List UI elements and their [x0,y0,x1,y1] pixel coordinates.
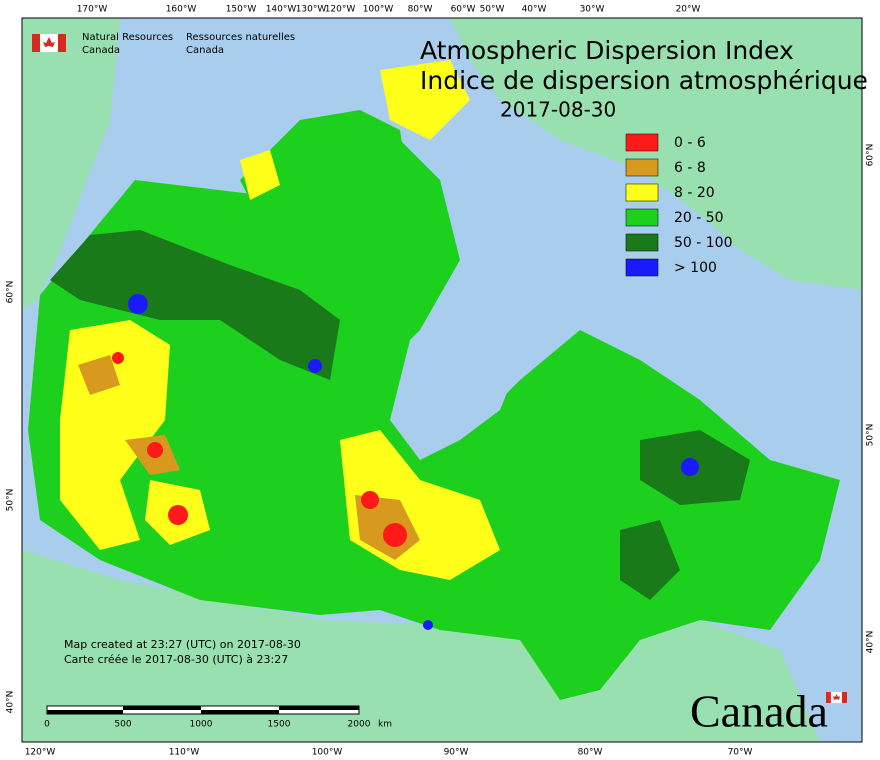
map-frame [21,17,863,743]
legend-label: 8 - 20 [674,185,715,201]
longitude-label: 80°W [578,748,603,758]
zone-0-6 [112,352,124,364]
longitude-label: 60°W [451,5,476,15]
zone-0-6 [147,442,163,458]
legend-swatch [625,233,659,252]
arctic-islands [240,110,410,250]
longitude-label: 80°W [408,5,433,15]
note: Carte créée le 2017-08-30 (UTC) à 23:27 [64,653,288,666]
longitude-label: 100°W [363,5,394,15]
longitude-label: 100°W [312,748,343,758]
longitude-label: 90°W [444,748,469,758]
legend-label: 6 - 8 [674,160,706,176]
org-fr: Canada [186,45,224,56]
zone-50-100 [50,230,340,380]
longitude-label: 110°W [169,748,200,758]
org-en: Canada [82,45,120,56]
legend-label: 0 - 6 [674,135,706,151]
org-fr: Ressources naturelles [186,32,295,43]
wordmark-flag [826,691,847,704]
scale-label: 0 [44,720,50,730]
legend-swatch [625,183,659,202]
longitude-label: 150°W [226,5,257,15]
nrcan-flag [32,34,66,52]
scale-label: 500 [114,720,131,730]
legend-label: 20 - 50 [674,210,724,226]
latitude-label: 40°N [6,691,16,714]
zone-gt-100 [128,294,148,314]
usa [22,550,820,742]
longitude-label: 120°W [325,5,356,15]
org-en: Natural Resources [82,32,173,43]
zone-0-6 [361,491,379,509]
wordmark: Canada [690,686,828,737]
zone-gt-100 [308,359,322,373]
scale-unit: km [378,720,392,730]
legend-label: 50 - 100 [674,235,733,251]
scale-bar [46,705,360,715]
latitude-label: 50°N [6,489,16,512]
longitude-label: 120°W [25,748,56,758]
title: Indice de dispersion atmosphérique [420,66,868,95]
zone-0-6 [383,523,407,547]
zone-gt-100 [423,620,433,630]
scale-label: 1000 [190,720,213,730]
alaska [22,18,120,310]
longitude-label: 170°W [77,5,108,15]
legend-swatch [625,133,659,152]
longitude-label: 30°W [580,5,605,15]
legend-swatch [625,258,659,277]
longitude-label: 130°W [296,5,327,15]
date: 2017-08-30 [500,98,616,122]
zone-50-100 [620,520,680,600]
legend-swatch [625,208,659,227]
zone-0-6 [168,505,188,525]
note: Map created at 23:27 (UTC) on 2017-08-30 [64,638,301,651]
zone-8-20 [240,150,280,200]
zone-6-8 [78,355,120,395]
zone-gt-100 [681,458,699,476]
legend-swatch [625,158,659,177]
latitude-label: 50°N [866,424,876,447]
scale-label: 1500 [268,720,291,730]
legend: 0 - 6 6 - 8 8 - 20 20 - 50 50 - 100 > 100 [625,133,733,277]
longitude-label: 160°W [166,5,197,15]
legend-label: > 100 [674,260,717,276]
latitude-label: 60°N [6,281,16,304]
title: Atmospheric Dispersion Index [420,36,794,65]
greenland [450,18,862,290]
scale-label: 2000 [348,720,371,730]
longitude-label: 140°W [266,5,297,15]
latitude-label: 60°N [866,144,876,167]
longitude-label: 70°W [728,748,753,758]
latitude-label: 40°N [866,631,876,654]
longitude-label: 40°W [522,5,547,15]
ellesmere [380,60,470,140]
hudson-bay [390,300,520,460]
longitude-label: 20°W [676,5,701,15]
longitude-label: 50°W [480,5,505,15]
